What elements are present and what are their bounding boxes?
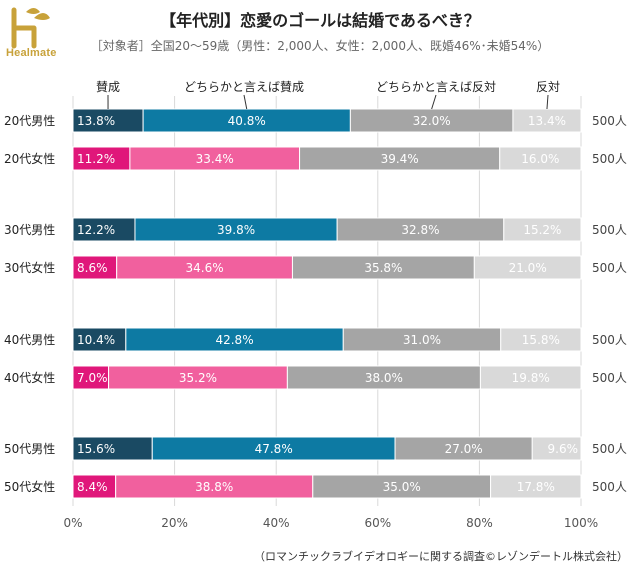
- data-label: 33.4%: [196, 152, 234, 166]
- source-note: （ロマンチックラブイデオロギーに関する調査©レゾンデートル株式会社）: [254, 550, 628, 563]
- bar-segment: [473, 255, 582, 280]
- bar-segment: [479, 365, 582, 390]
- chart-subtitle: ［対象者］全国20～59歳（男性：2,000人、女性：2,000人、既婚46%･…: [90, 39, 550, 53]
- data-label: 38.8%: [195, 480, 233, 494]
- data-label: 31.0%: [403, 333, 441, 347]
- data-label: 40.8%: [228, 114, 266, 128]
- row-label: 50代男性: [4, 442, 55, 456]
- legend-label: どちらかと言えば賛成: [184, 80, 304, 94]
- sample-size-label: 500人: [592, 114, 627, 128]
- sample-size-label: 500人: [592, 223, 627, 237]
- legend-leader-line: [431, 94, 437, 110]
- data-label: 15.2%: [523, 223, 561, 237]
- data-label: 21.0%: [509, 261, 547, 275]
- data-label: 38.0%: [365, 371, 403, 385]
- sample-size-label: 500人: [592, 261, 627, 275]
- chart-title: 【年代別】恋愛のゴールは結婚であるべき？: [160, 11, 480, 30]
- legend-label: 賛成: [96, 80, 120, 94]
- data-label: 35.8%: [364, 261, 402, 275]
- x-tick-label: 100%: [564, 516, 598, 530]
- data-label: 7.0%: [77, 371, 108, 385]
- row-label: 20代男性: [4, 114, 55, 128]
- row-label: 40代女性: [4, 370, 55, 385]
- bar-segment: [499, 146, 582, 171]
- healmate-logo: [11, 7, 50, 49]
- data-label: 17.8%: [517, 480, 555, 494]
- data-label: 32.8%: [401, 223, 439, 237]
- row-label: 30代女性: [4, 260, 55, 275]
- sample-size-label: 500人: [592, 371, 627, 385]
- data-label: 39.8%: [217, 223, 255, 237]
- data-label: 39.4%: [381, 152, 419, 166]
- x-tick-label: 40%: [263, 516, 290, 530]
- bar-segment: [503, 217, 582, 242]
- data-label: 9.6%: [548, 442, 579, 456]
- row-label: 40代男性: [4, 333, 55, 347]
- legend-leader-line: [546, 94, 549, 110]
- sample-size-label: 500人: [592, 152, 627, 166]
- x-tick-label: 20%: [161, 516, 188, 530]
- x-tick-label: 80%: [466, 516, 493, 530]
- data-label: 8.4%: [77, 480, 108, 494]
- data-label: 8.6%: [77, 261, 108, 275]
- data-label: 12.2%: [77, 223, 115, 237]
- data-label: 16.0%: [521, 152, 559, 166]
- data-label: 13.4%: [528, 114, 566, 128]
- sample-size-label: 500人: [592, 333, 627, 347]
- sample-size-label: 500人: [592, 480, 627, 494]
- data-label: 34.6%: [186, 261, 224, 275]
- row-label: 50代女性: [4, 479, 55, 494]
- data-label: 42.8%: [215, 333, 253, 347]
- data-label: 15.8%: [522, 333, 560, 347]
- legend-leader-line: [243, 94, 248, 110]
- sample-size-label: 500人: [592, 442, 627, 456]
- data-label: 47.8%: [255, 442, 293, 456]
- bar-segment: [531, 436, 582, 461]
- data-label: 27.0%: [445, 442, 483, 456]
- data-label: 19.8%: [512, 371, 550, 385]
- row-label: 30代男性: [4, 223, 55, 237]
- legend-label: 反対: [536, 80, 560, 94]
- legend-label: どちらかと言えば反対: [376, 80, 496, 94]
- x-tick-label: 60%: [364, 516, 391, 530]
- bar-segment: [490, 474, 582, 499]
- data-label: 13.8%: [77, 114, 115, 128]
- data-label: 32.0%: [413, 114, 451, 128]
- data-label: 15.6%: [77, 442, 115, 456]
- logo-text: Healmate: [6, 47, 57, 59]
- bar-segment: [500, 327, 582, 352]
- data-label: 35.0%: [383, 480, 421, 494]
- x-tick-label: 0%: [63, 516, 82, 530]
- row-label: 20代女性: [4, 151, 55, 166]
- data-label: 35.2%: [179, 371, 217, 385]
- data-label: 11.2%: [77, 152, 115, 166]
- data-label: 10.4%: [77, 333, 115, 347]
